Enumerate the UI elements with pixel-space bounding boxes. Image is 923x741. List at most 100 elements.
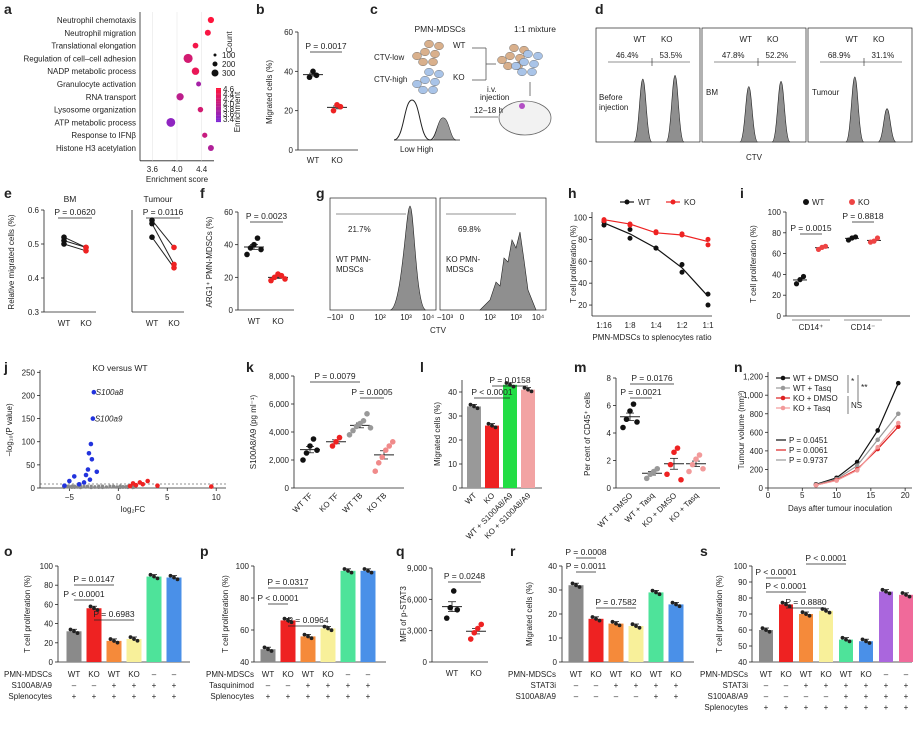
b-y-label: Migrated cells (%) — [265, 60, 274, 124]
k-x-tick: KO TB — [365, 491, 388, 514]
panel-label-r: r — [510, 543, 516, 559]
f-y-label: ARG1⁺ PMN-MDSCs (%) — [205, 216, 214, 307]
b-x-tick: WT — [307, 156, 320, 165]
d-wt-peak — [739, 86, 759, 143]
q-point — [450, 588, 457, 594]
o-row-label: PMN-MDSCs — [4, 670, 52, 679]
h-point — [653, 245, 659, 251]
a-term-label: Neutrophil chemotaxis — [57, 16, 136, 25]
i-y-tick-label: 0 — [777, 312, 782, 321]
a-count-title: Count — [225, 31, 234, 53]
q-y-tick-label: 3,000 — [407, 627, 428, 636]
panel-label-l: l — [420, 359, 424, 375]
s-point — [784, 602, 788, 607]
s-point — [867, 641, 872, 645]
b-point — [313, 72, 320, 79]
b-y-tick-label: 20 — [284, 107, 293, 116]
r-y-tick-label: 20 — [548, 610, 557, 619]
j-y-label: −log₁₀(P value) — [5, 403, 14, 457]
c-wt-cells — [412, 52, 422, 61]
s-bar — [859, 641, 873, 662]
f-y-tick-label: 60 — [224, 208, 233, 217]
s-bar — [779, 604, 793, 662]
o-row-value: – — [72, 681, 77, 690]
panel-label-a: a — [4, 1, 12, 17]
p-row-label: PMN-MDSCs — [206, 670, 254, 679]
s-point — [800, 610, 805, 615]
s-point — [844, 637, 848, 642]
l-y-tick-label: 20 — [448, 436, 457, 445]
p-point — [322, 624, 327, 629]
i-x-tick: CD14⁺ — [799, 323, 824, 332]
n-point — [895, 411, 901, 417]
h-point — [627, 227, 633, 233]
p-row-value: KO — [322, 670, 334, 679]
h-y-tick-label: 40 — [578, 279, 587, 288]
n-series-line — [815, 413, 899, 486]
j-x-tick: 10 — [212, 493, 221, 502]
p-row-value: + — [366, 681, 371, 690]
d-wt-header: WT — [739, 35, 752, 44]
h-point — [705, 236, 711, 242]
h-y-tick-label: 100 — [574, 213, 588, 222]
k-point — [350, 427, 356, 434]
p-point — [282, 616, 287, 621]
i-point — [871, 238, 877, 244]
o-row-value: + — [72, 692, 77, 701]
a-colorbar-cell — [216, 118, 221, 121]
r-row-value: + — [654, 681, 659, 690]
h-x-tick: 1:16 — [596, 321, 612, 330]
j-y-tick-label: 250 — [22, 368, 36, 377]
j-x-tick: 5 — [165, 493, 170, 502]
q-y-label: MFI of p-STAT3 — [399, 586, 408, 642]
p-point — [309, 636, 314, 641]
b-pval: P = 0.0017 — [305, 41, 346, 51]
o-row-value: + — [172, 681, 177, 690]
r-point — [674, 602, 678, 607]
j-x-label: log₂FC — [121, 505, 146, 514]
o-row-label: Splenocytes — [8, 692, 52, 701]
n-pval: P = 0.0061 — [789, 446, 828, 455]
d-wt-peak — [633, 78, 653, 143]
k-point — [307, 443, 313, 449]
k-point — [303, 450, 310, 456]
d-sub-label: Tumour — [812, 88, 840, 97]
s-row-label: Splenocytes — [704, 703, 748, 712]
c-ko-cells — [428, 85, 438, 94]
r-point — [650, 588, 655, 593]
j-down-point — [86, 450, 92, 456]
r-y-tick-label: 40 — [548, 562, 557, 571]
g-pct: 69.8% — [458, 225, 481, 234]
n-legend-dot — [780, 375, 786, 381]
s-y-tick-label: 60 — [738, 626, 747, 635]
panel-label-s: s — [700, 543, 708, 559]
k-point — [364, 411, 370, 417]
s-point — [840, 635, 845, 640]
f-point — [282, 276, 288, 282]
s-row-value: + — [904, 703, 909, 712]
r-row-value: + — [614, 681, 619, 690]
i-y-tick-label: 60 — [772, 250, 781, 259]
s-row-value: + — [904, 681, 909, 690]
g-x-tick: 10² — [374, 313, 386, 322]
s-row-value: + — [784, 703, 789, 712]
c-mix-cells — [523, 50, 533, 59]
s-point — [907, 594, 912, 599]
g-sub-label: KO PMN- — [446, 255, 481, 264]
o-row-value: WT — [108, 670, 121, 679]
panel-label-i: i — [740, 185, 744, 201]
panel-label-g: g — [316, 185, 325, 201]
a-color-label: 4.0 — [223, 100, 235, 109]
q-y-tick-label: 9,000 — [407, 564, 428, 573]
s-bar — [799, 614, 813, 662]
r-pval: P = 0.7582 — [595, 597, 636, 607]
n-series-line — [815, 422, 899, 486]
h-point — [679, 232, 685, 238]
s-row-value: – — [804, 692, 809, 701]
c-wt-cells — [418, 58, 428, 67]
k-x-tick: WT TB — [341, 491, 365, 515]
j-y-tick-label: 100 — [22, 438, 36, 447]
c-wt-cells — [420, 48, 430, 57]
k-point — [360, 418, 367, 424]
i-x-tick: CD14⁻ — [851, 323, 876, 332]
